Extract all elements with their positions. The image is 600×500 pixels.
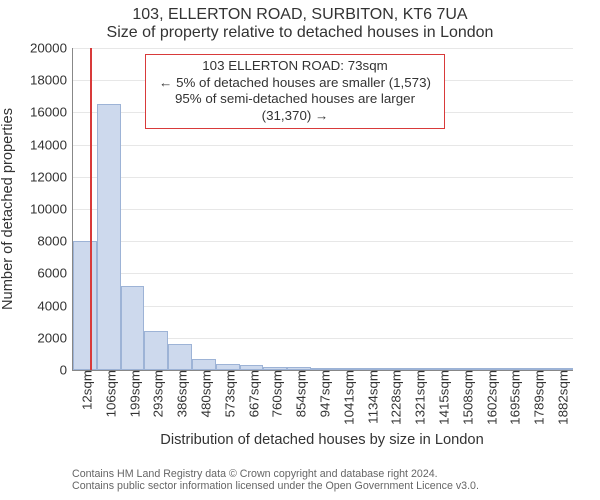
y-tick-label: 12000 [30, 169, 73, 184]
y-tick-label: 16000 [30, 105, 73, 120]
x-tick-label: 199sqm [123, 370, 142, 417]
x-tick-label: 1508sqm [456, 370, 475, 425]
y-tick-label: 0 [60, 363, 73, 378]
histogram-bar [192, 359, 216, 370]
footer-line-1: Contains HM Land Registry data © Crown c… [72, 468, 479, 480]
chart-container: 103, ELLERTON ROAD, SURBITON, KT6 7UA Si… [0, 0, 600, 500]
x-tick-label: 1882sqm [552, 370, 571, 425]
footer: Contains HM Land Registry data © Crown c… [72, 468, 479, 492]
annotation-box: 103 ELLERTON ROAD: 73sqm ← 5% of detache… [145, 54, 445, 129]
gridline [73, 273, 573, 274]
x-tick-label: 947sqm [314, 370, 333, 417]
x-tick-label: 1789sqm [528, 370, 547, 425]
histogram-bar [73, 241, 97, 370]
gridline [73, 241, 573, 242]
x-tick-label: 667sqm [242, 370, 261, 417]
x-tick-label: 1134sqm [361, 370, 380, 424]
gridline [73, 48, 573, 49]
histogram-bar [121, 286, 145, 370]
x-tick-label: 1041sqm [337, 370, 356, 425]
x-tick-label: 12sqm [75, 370, 94, 410]
y-tick-label: 10000 [30, 202, 73, 217]
annotation-line-2: ← 5% of detached houses are smaller (1,5… [152, 75, 438, 92]
x-tick-label: 1695sqm [504, 370, 523, 425]
x-tick-label: 293sqm [147, 370, 166, 417]
x-tick-label: 1321sqm [409, 370, 428, 425]
x-tick-label: 573sqm [218, 370, 237, 417]
gridline [73, 177, 573, 178]
histogram-bar [168, 344, 192, 370]
histogram-bar [144, 331, 168, 370]
x-tick-label: 854sqm [290, 370, 309, 417]
x-tick-label: 760sqm [266, 370, 285, 417]
y-tick-label: 8000 [37, 234, 73, 249]
gridline [73, 145, 573, 146]
x-tick-label: 106sqm [99, 370, 118, 417]
annotation-line-1: 103 ELLERTON ROAD: 73sqm [152, 58, 438, 75]
reference-line [90, 48, 92, 370]
y-tick-label: 6000 [37, 266, 73, 281]
x-tick-label: 480sqm [194, 370, 213, 417]
x-tick-label: 1228sqm [385, 370, 404, 425]
x-axis-label: Distribution of detached houses by size … [72, 432, 572, 448]
y-axis-label: Number of detached properties [0, 108, 16, 310]
gridline [73, 306, 573, 307]
histogram-bar [97, 104, 121, 370]
y-tick-label: 4000 [37, 298, 73, 313]
y-tick-label: 18000 [30, 73, 73, 88]
y-tick-label: 20000 [30, 41, 73, 56]
plot-area: 0200040006000800010000120001400016000180… [72, 48, 573, 371]
gridline [73, 209, 573, 210]
x-tick-label: 1415sqm [433, 370, 452, 425]
footer-line-2: Contains public sector information licen… [72, 480, 479, 492]
x-tick-label: 386sqm [171, 370, 190, 417]
page-title-line1: 103, ELLERTON ROAD, SURBITON, KT6 7UA [0, 6, 600, 24]
y-tick-label: 14000 [30, 137, 73, 152]
x-tick-label: 1602sqm [480, 370, 499, 425]
y-tick-label: 2000 [37, 330, 73, 345]
annotation-line-3: 95% of semi-detached houses are larger (… [152, 91, 438, 124]
page-title-line2: Size of property relative to detached ho… [0, 24, 600, 42]
